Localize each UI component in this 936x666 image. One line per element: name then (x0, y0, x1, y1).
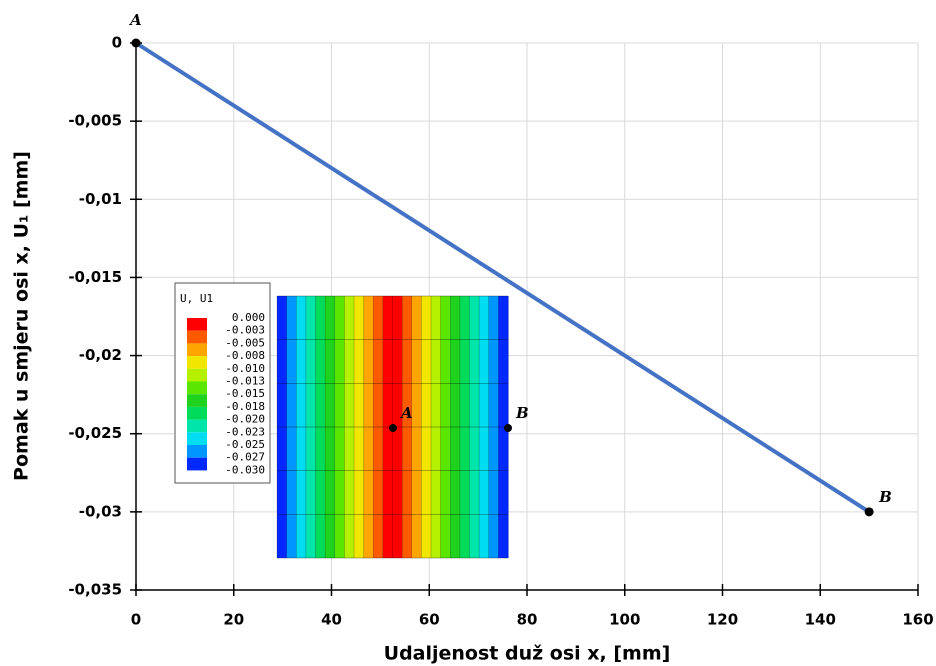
data-line (134, 41, 871, 514)
y-axis-title: Pomak u smjeru osi x, U₁ [mm] (11, 151, 33, 481)
x-axis-title: Udaljenost duž osi x, [mm] (384, 643, 671, 665)
legend-title: U, U1 (180, 292, 213, 305)
y-tick-label: -0,005 (68, 112, 122, 130)
point-label: A (128, 11, 142, 29)
legend-swatch (187, 318, 207, 331)
legend-swatch (187, 394, 207, 407)
legend-label: -0.013 (225, 375, 265, 388)
y-tick-label: -0,025 (68, 424, 122, 442)
inset-point-label: B (515, 404, 529, 422)
legend-label: -0.003 (225, 324, 265, 337)
inset-point (389, 424, 397, 432)
inset-point (504, 424, 512, 432)
x-tick-label: 120 (707, 611, 738, 629)
y-tick-label: -0,01 (79, 190, 122, 208)
point-label: B (878, 488, 892, 506)
legend-swatch (187, 406, 207, 420)
x-tick-label: 80 (517, 611, 538, 629)
legend-swatch (187, 356, 207, 369)
legend-label: -0.010 (225, 362, 265, 375)
y-tick-label: -0,03 (79, 502, 122, 520)
legend-label: 0.000 (232, 311, 265, 324)
y-tick-label: 0 (112, 34, 122, 52)
x-tick-label: 100 (609, 611, 640, 629)
legend-label: -0.023 (225, 425, 265, 438)
data-point (131, 38, 141, 48)
inset-point-label: A (399, 404, 413, 422)
legend-label: -0.030 (225, 463, 265, 476)
legend-label: -0.015 (225, 387, 265, 400)
legend-label: -0.018 (225, 400, 265, 413)
y-tick-label: -0,02 (79, 346, 122, 364)
legend-label: -0.025 (225, 438, 265, 451)
x-tick-label: 140 (805, 611, 836, 629)
legend-swatch (187, 381, 207, 395)
legend-swatch (187, 368, 207, 382)
x-tick-label: 40 (321, 611, 342, 629)
y-tick-label: -0,015 (68, 268, 122, 286)
legend-label: -0.008 (225, 349, 265, 362)
data-point (864, 507, 874, 517)
legend-swatch (187, 432, 207, 445)
y-tick-label: -0,035 (68, 581, 122, 599)
legend-label: -0.005 (225, 336, 265, 349)
x-tick-label: 0 (131, 611, 141, 629)
x-tick-label: 20 (223, 611, 244, 629)
legend-label: -0.020 (225, 413, 265, 426)
legend-swatch (187, 330, 207, 344)
legend-swatch (187, 457, 207, 471)
legend-swatch (187, 445, 207, 458)
legend-label: -0.027 (225, 451, 265, 464)
x-tick-label: 160 (902, 611, 933, 629)
legend-swatch (187, 419, 207, 433)
legend-swatch (187, 343, 207, 357)
x-tick-label: 60 (419, 611, 440, 629)
